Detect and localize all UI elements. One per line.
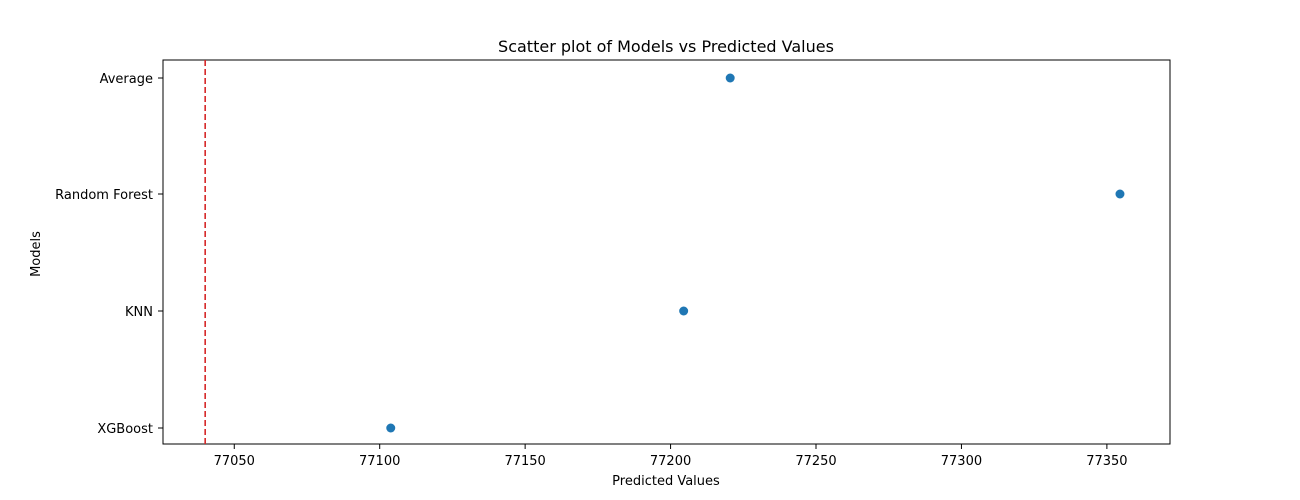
x-tick-label: 77150 <box>504 454 545 469</box>
y-tick-label: Random Forest <box>55 188 153 203</box>
chart-title: Scatter plot of Models vs Predicted Valu… <box>498 37 834 56</box>
data-point-random-forest <box>1115 189 1125 199</box>
data-points <box>386 73 1125 433</box>
y-tick-label: XGBoost <box>97 422 153 437</box>
x-tick-label: 77200 <box>650 454 691 469</box>
data-point-average <box>725 73 735 83</box>
x-axis-label: Predicted Values <box>612 474 720 489</box>
x-tick-label: 77100 <box>359 454 400 469</box>
data-point-xgboost <box>386 423 396 433</box>
x-axis-ticks: 77050 77100 77150 77200 77250 77300 77350 <box>214 444 1128 469</box>
x-tick-label: 77250 <box>795 454 836 469</box>
y-axis-ticks: XGBoost KNN Random Forest Average <box>55 72 163 437</box>
y-axis-label: Models <box>29 231 44 277</box>
y-tick-label: Average <box>100 72 153 87</box>
x-tick-label: 77300 <box>941 454 982 469</box>
x-tick-label: 77050 <box>214 454 255 469</box>
data-point-knn <box>679 306 689 316</box>
x-tick-label: 77350 <box>1086 454 1127 469</box>
y-tick-label: KNN <box>125 305 153 320</box>
plot-area <box>162 59 1171 445</box>
